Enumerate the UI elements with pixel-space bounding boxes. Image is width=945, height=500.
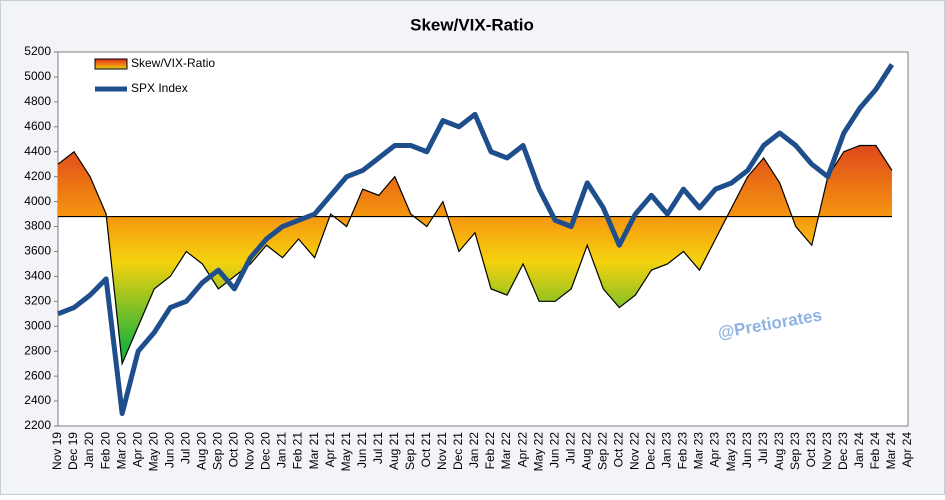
x-tick-label: Jul 21 [371,432,385,464]
x-tick-label: Dec 20 [259,432,273,470]
x-tick-label: Mar 21 [307,432,321,470]
x-tick-label: Nov 22 [628,432,642,470]
x-tick-label: Dec 19 [66,432,80,470]
legend-swatch [94,58,128,70]
y-tick-label: 2200 [24,418,51,432]
x-tick-label: Feb 21 [291,432,305,470]
x-tick-label: Feb 24 [868,432,882,470]
chart-title: Skew/VIX-Ratio [410,15,534,34]
x-tick-label: Sep 22 [595,432,609,470]
x-tick-label: Apr 20 [130,432,144,468]
x-tick-label: Jun 22 [547,432,561,468]
x-tick-label: Apr 21 [323,432,337,468]
area-outline [57,144,893,367]
y-tick-label: 2600 [24,368,51,382]
y-tick-label: 5000 [24,69,51,83]
x-tick-label: Nov 21 [435,432,449,470]
x-tick-label: Aug 22 [579,432,593,470]
x-tick-label: Jan 23 [660,432,674,468]
y-tick-label: 2800 [24,343,51,357]
x-tick-label: Oct 21 [419,432,433,468]
x-tick-label: Jun 20 [162,432,176,468]
x-tick-label: Sep 23 [788,432,802,470]
x-tick-label: Oct 20 [227,432,241,468]
y-tick-label: 4200 [24,169,51,183]
x-tick-label: Nov 23 [820,432,834,470]
x-tick-label: Oct 22 [611,432,625,468]
x-tick-label: Jul 23 [756,432,770,464]
x-tick-label: Feb 22 [483,432,497,470]
x-tick-label: Aug 20 [195,432,209,470]
x-tick-label: Sep 20 [211,432,225,470]
x-tick-label: Jul 20 [178,432,192,464]
legend-label: Skew/VIX-Ratio [131,56,215,70]
x-tick-label: Oct 23 [804,432,818,468]
x-tick-label: Jan 21 [275,432,289,468]
x-tick-label: May 21 [339,432,353,472]
x-tick-label: May 22 [531,432,545,472]
x-tick-label: Sep 21 [403,432,417,470]
x-tick-label: Jan 20 [82,432,96,468]
x-tick-label: Dec 23 [836,432,850,470]
y-tick-label: 3600 [24,244,51,258]
x-tick-label: Mar 23 [692,432,706,470]
x-tick-label: May 23 [724,432,738,472]
y-tick-label: 4800 [24,94,51,108]
y-tick-label: 3000 [24,318,51,332]
x-tick-label: Dec 21 [451,432,465,470]
x-tick-label: Jun 23 [740,432,754,468]
x-tick-label: Dec 22 [644,432,658,470]
x-tick-label: Apr 22 [515,432,529,468]
x-tick-label: Jan 22 [467,432,481,468]
x-tick-label: Nov 20 [243,432,257,470]
x-tick-label: Aug 21 [387,432,401,470]
y-tick-label: 4000 [24,194,51,208]
y-tick-label: 3200 [24,294,51,308]
x-tick-label: Apr 23 [708,432,722,468]
x-tick-label: Jul 22 [563,432,577,464]
legend-label: SPX Index [131,81,188,95]
x-tick-label: Feb 23 [676,432,690,470]
y-tick-label: 3800 [24,219,51,233]
x-tick-label: Mar 22 [499,432,513,470]
x-tick-label: Mar 24 [884,432,898,470]
y-tick-label: 5200 [24,44,51,58]
x-tick-label: Apr 24 [900,432,914,468]
y-tick-label: 2400 [24,393,51,407]
x-tick-label: Feb 20 [98,432,112,470]
area [58,145,892,364]
x-tick-label: Aug 23 [772,432,786,470]
x-tick-label: Mar 20 [114,432,128,470]
x-tick-label: Nov 19 [50,432,64,470]
line [57,63,895,417]
x-tick-label: Jun 21 [355,432,369,468]
y-tick-label: 4600 [24,119,51,133]
x-tick-label: Jan 24 [852,432,866,468]
y-tick-label: 3400 [24,269,51,283]
x-tick-label: May 20 [146,432,160,472]
y-tick-label: 4400 [24,144,51,158]
